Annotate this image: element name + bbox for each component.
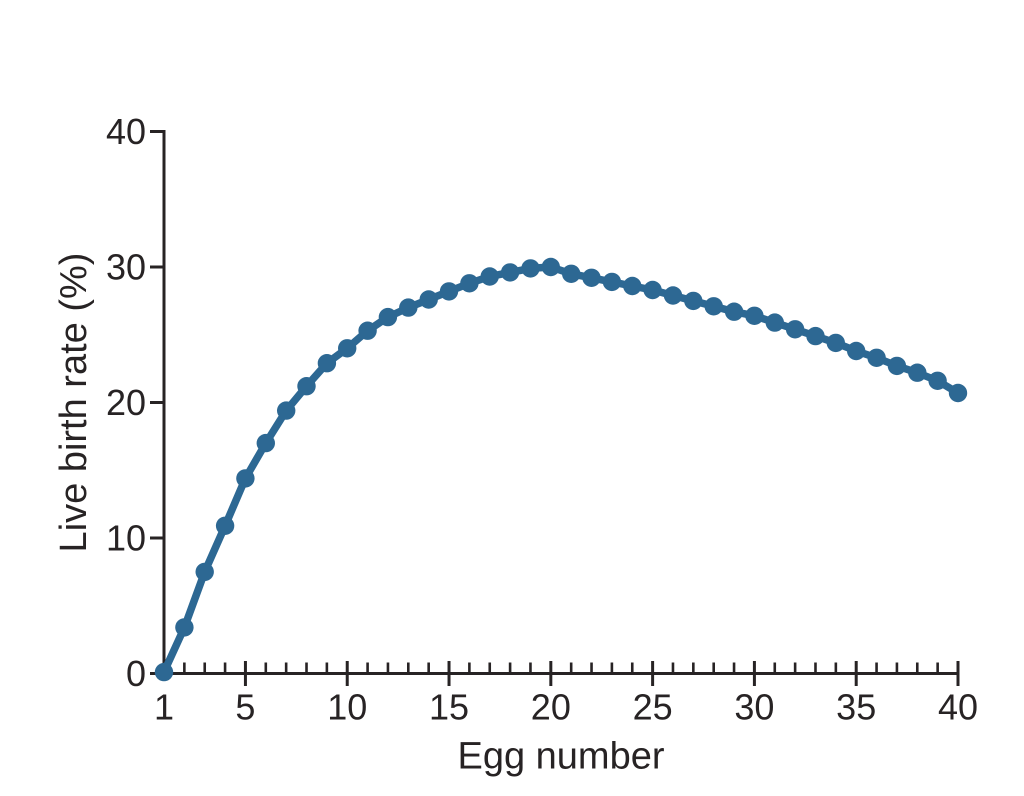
x-tick-label: 25 [633,687,673,728]
series-line [160,263,962,676]
data-point [663,286,683,305]
data-point [480,267,499,286]
data-point [317,354,337,373]
data-point [704,297,723,316]
data-point [684,291,703,311]
data-point [358,321,377,340]
data-point [724,302,744,321]
data-point [399,298,418,317]
x-tick-label: 30 [734,687,774,728]
data-point [826,333,845,353]
data-point [928,371,947,390]
data-point [908,363,927,382]
data-point [500,263,520,282]
x-tick-labels: 1 5 10 15 20 25 30 35 40 [154,687,978,728]
x-tick-label: 20 [531,687,571,728]
x-tick-label: 10 [327,687,367,728]
y-tick-label: 10 [106,518,146,559]
x-tick-label: 35 [836,687,876,728]
data-point [623,276,642,296]
y-tick-labels: 0 10 20 30 40 [106,111,146,694]
data-point [887,356,907,376]
y-axis-title: Live birth rate (%) [53,253,95,553]
y-tick-label: 0 [126,653,146,694]
data-point [338,339,357,358]
data-point [745,306,764,325]
y-tick-label: 40 [106,111,146,152]
data-point [154,662,174,682]
data-point [948,383,968,403]
data-point [215,516,235,535]
y-tick-label: 30 [106,247,146,288]
x-tick-label: 5 [235,687,255,728]
data-point [785,320,805,339]
data-point [460,274,479,293]
data-point [256,433,275,453]
data-point [867,348,886,367]
x-tick-label: 1 [154,687,174,728]
data-point [582,268,601,287]
data-point [847,341,866,361]
data-point [521,259,540,278]
data-point [765,313,784,332]
x-tick-label: 15 [429,687,469,728]
data-series [154,257,968,682]
data-point [175,618,194,637]
data-point [602,272,622,292]
data-point [643,280,662,300]
x-tick-label: 40 [938,687,978,728]
data-point [562,264,581,283]
y-tick-label: 20 [106,382,146,423]
data-point [806,326,825,346]
data-point [277,401,296,420]
data-point [236,469,255,488]
x-axis-title: Egg number [457,736,664,778]
data-point [378,307,398,327]
data-point [541,257,560,277]
data-point [439,282,459,301]
data-point [195,562,214,582]
data-point [419,290,438,309]
data-point [297,377,316,396]
